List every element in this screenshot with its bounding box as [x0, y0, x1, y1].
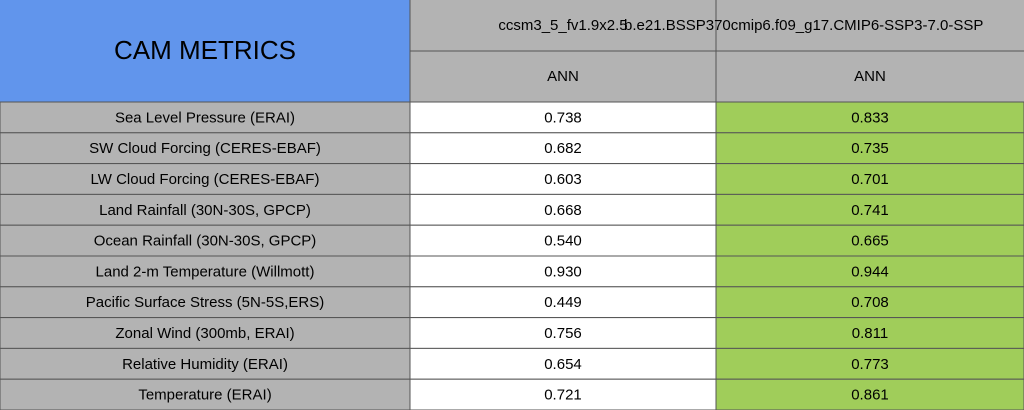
table-cell [409, 163, 717, 195]
metric-value: 0.811 [852, 325, 888, 342]
table-cell [0, 193, 411, 226]
metric-value: 0.721 [544, 387, 582, 404]
metric-value: 0.654 [544, 356, 582, 373]
table-cell [715, 255, 1024, 288]
metric-value: 0.738 [544, 109, 582, 126]
metric-value: 0.756 [544, 325, 582, 342]
metric-value: 0.701 [851, 171, 889, 188]
column-name: b.e21.BSSP370cmip6.f09_g17.CMIP6-SSP3-7.… [624, 17, 983, 34]
metric-value: 0.741 [851, 202, 889, 219]
metric-value: 0.603 [544, 171, 582, 188]
table-cell [0, 255, 411, 288]
metric-value: 0.773 [851, 356, 889, 373]
metric-value: 0.449 [544, 294, 582, 311]
table-cell [715, 193, 1024, 226]
table-cell [0, 378, 411, 410]
row-label: Land 2-m Temperature (Willmott) [96, 263, 315, 280]
row-label: Ocean Rainfall (30N-30S, GPCP) [94, 233, 317, 250]
table-cell [715, 224, 1024, 257]
row-label: Pacific Surface Stress (5N-5S,ERS) [86, 294, 324, 311]
row-label: Temperature (ERAI) [138, 387, 271, 404]
metric-value: 0.540 [544, 233, 582, 250]
metric-value: 0.665 [851, 233, 889, 250]
table-cell [0, 317, 411, 349]
metric-value: 0.735 [851, 140, 889, 157]
table-cell [715, 132, 1024, 165]
table-cell [409, 193, 717, 226]
column-name: ccsm3_5_fv1.9x2.5 [498, 17, 627, 34]
table-cell [0, 286, 411, 319]
table-cell [715, 378, 1024, 410]
table-cell [409, 255, 717, 288]
table-title: CAM METRICS [114, 35, 296, 65]
table-cell [715, 101, 1024, 134]
metric-value: 0.668 [544, 202, 582, 219]
metric-value: 0.682 [544, 140, 582, 157]
metric-value: 0.944 [851, 263, 889, 280]
row-label: LW Cloud Forcing (CERES-EBAF) [91, 171, 320, 188]
row-label: Relative Humidity (ERAI) [122, 356, 288, 373]
column-period: ANN [547, 68, 579, 85]
metric-value: 0.708 [851, 294, 889, 311]
row-label: Sea Level Pressure (ERAI) [115, 109, 295, 126]
column-period: ANN [854, 68, 886, 85]
row-label: SW Cloud Forcing (CERES-EBAF) [89, 140, 321, 157]
title-cell [0, 0, 410, 102]
table-cell [409, 224, 717, 257]
row-label: Zonal Wind (300mb, ERAI) [115, 325, 294, 342]
metric-value: 0.930 [544, 263, 582, 280]
table-cell [409, 378, 717, 410]
table-cell [715, 286, 1024, 319]
row-label: Land Rainfall (30N-30S, GPCP) [99, 202, 311, 219]
metric-value: 0.861 [851, 387, 889, 404]
table-cell [409, 286, 717, 319]
table-cell [409, 347, 717, 380]
metric-value: 0.833 [851, 109, 889, 126]
table-cell [715, 347, 1024, 380]
